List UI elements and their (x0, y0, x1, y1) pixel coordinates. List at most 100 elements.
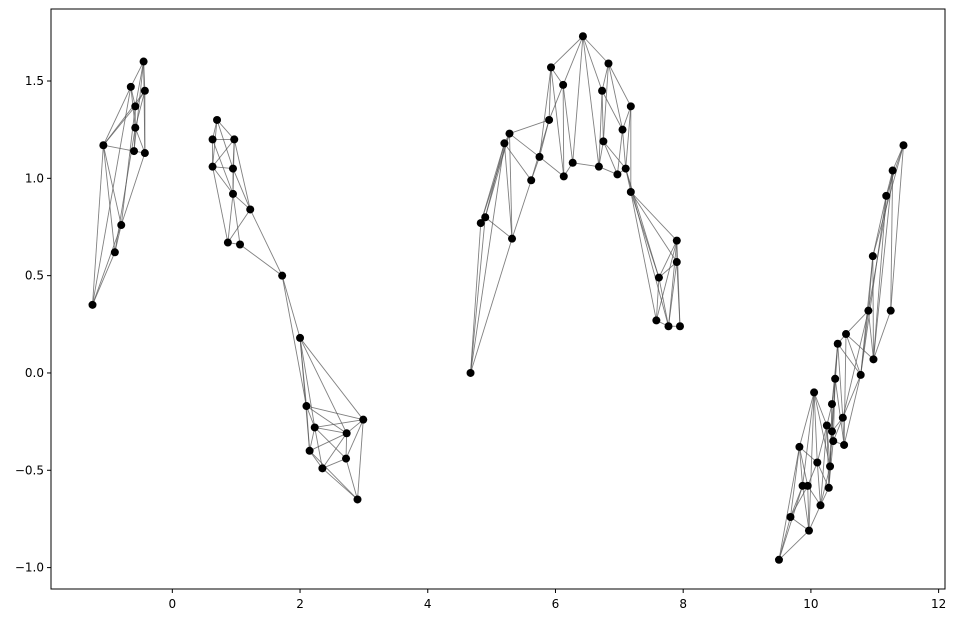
edge-line (603, 141, 627, 169)
edge-line (790, 446, 800, 518)
edge-line (867, 310, 874, 360)
edge-line (582, 36, 603, 91)
edge-line (790, 485, 804, 518)
edge-line (548, 67, 552, 120)
edge-line (798, 446, 804, 486)
data-point (827, 427, 836, 436)
edge-line (470, 217, 486, 374)
edge-line (305, 406, 311, 451)
edge-line (299, 337, 348, 434)
edge-line (322, 433, 348, 469)
edge-line (134, 127, 146, 154)
edge-line (630, 191, 657, 321)
edge-line (630, 191, 678, 263)
edge-line (314, 427, 323, 469)
edge-line (845, 310, 869, 335)
edge-line (816, 425, 828, 463)
edge-line (820, 425, 828, 506)
edge-line (873, 170, 894, 360)
data-point (500, 139, 509, 148)
edge-line (608, 63, 632, 107)
data-point (476, 219, 485, 228)
edge-line (867, 256, 874, 311)
edge-line (562, 36, 584, 86)
data-point (856, 370, 865, 379)
edge-line (227, 209, 251, 243)
data-point (296, 333, 305, 342)
data-point (545, 115, 554, 124)
edge-line (826, 425, 831, 467)
edge-line (216, 119, 234, 169)
edge-line (232, 168, 251, 210)
edge-line (778, 530, 810, 561)
edge-line (470, 143, 505, 374)
data-point (675, 322, 684, 331)
edge-line (345, 419, 364, 459)
data-point (626, 187, 635, 196)
data-point (117, 221, 126, 230)
edge-line (470, 238, 513, 374)
edge-line (102, 145, 116, 253)
edge-line (630, 191, 678, 241)
data-point (342, 429, 351, 438)
data-point (228, 164, 237, 173)
edge-line (808, 392, 815, 531)
edge-line (837, 343, 862, 376)
data-point (822, 421, 831, 430)
data-point (305, 446, 314, 455)
data-point (547, 63, 556, 72)
edge-line (484, 133, 510, 218)
edge-line (484, 216, 513, 240)
edge-line (598, 141, 604, 167)
data-point (672, 258, 681, 267)
data-point (535, 152, 544, 161)
data-point (318, 464, 327, 473)
edge-line (309, 450, 358, 500)
edge-line (239, 244, 283, 277)
data-point (131, 102, 140, 111)
data-point (310, 423, 319, 432)
edge-line (601, 90, 604, 142)
edge-line (572, 162, 599, 168)
data-point (236, 240, 245, 249)
edge-line (802, 392, 815, 486)
x-tick-label: 10 (803, 597, 818, 611)
edge-line (668, 261, 678, 327)
edge-line (233, 139, 251, 210)
edge-line (807, 485, 810, 531)
y-tick-label: 0.0 (25, 366, 44, 380)
x-axis-ticks: 0 2 4 6 8 10 12 (169, 589, 946, 611)
data-point (626, 102, 635, 111)
edge-line (798, 446, 809, 486)
data-point (208, 135, 217, 144)
data-point (508, 234, 517, 243)
edge-line (103, 90, 146, 146)
edge-line (102, 86, 132, 146)
edge-line (798, 392, 815, 448)
data-point (804, 526, 813, 535)
edge-line (872, 195, 887, 257)
edge-line (212, 139, 235, 167)
edge-line (602, 141, 618, 175)
edge-line (837, 343, 844, 418)
data-point (613, 170, 622, 179)
edge-line (503, 143, 513, 239)
edge-line (227, 193, 234, 243)
data-point (302, 402, 311, 411)
y-tick-label: 1.0 (25, 171, 44, 185)
y-tick-label: 0.5 (25, 269, 44, 283)
data-point (672, 236, 681, 245)
edge-line (120, 152, 146, 226)
edge-line (658, 240, 678, 278)
edge-line (212, 139, 234, 195)
edge-line (625, 168, 660, 278)
edge-line (608, 63, 623, 130)
edge-line (539, 156, 565, 177)
edge-line (808, 505, 821, 531)
data-point (824, 483, 833, 492)
edge-line (826, 425, 830, 488)
data-point (803, 481, 812, 490)
data-point (99, 141, 108, 150)
edge-line (813, 392, 828, 426)
data-point (278, 271, 287, 280)
